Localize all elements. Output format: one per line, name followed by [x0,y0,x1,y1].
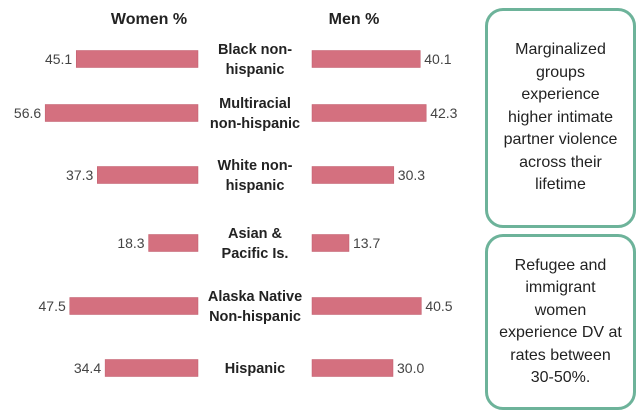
category-label-line: non-hispanic [210,116,300,132]
note-line: across their [519,153,602,171]
category-label-line: White non- [218,158,293,174]
women-bar-1 [44,104,199,122]
men-value-label: 42.3 [430,105,457,121]
women-value-label: 37.3 [66,167,93,183]
note-line: Refugee and [514,256,607,274]
men-bar-2 [311,166,395,184]
refugee-immigrant-note: Refugee and immigrant women experience DV a… [485,234,636,410]
category-label: White non-hispanic [218,158,293,194]
category-label-line: Non-hispanic [209,309,301,325]
men-value-label: 40.5 [425,298,452,314]
women-bar-2 [97,166,199,184]
category-label: Alaska Native Non-hispanic [208,289,302,325]
note-text: Refugee and immigrant women experience DV a… [499,255,622,390]
women-value-label: 34.4 [74,360,101,376]
men-value-label: 13.7 [353,235,380,251]
women-bar-5 [104,359,199,377]
note-line: 30-50%. [530,369,591,386]
category-label-line: hispanic [226,62,285,78]
men-value-label: 40.1 [424,51,451,67]
women-bar-3 [148,234,199,252]
marginalized-groups-note: Marginalized groups experience higher intim… [485,8,636,228]
category-label: Asian & Pacific Is. [222,226,289,262]
category-label-line: Pacific Is. [222,246,289,262]
women-value-label: 18.3 [117,235,144,251]
category-label-line: Multiracial [219,96,291,112]
category-label-line: Alaska Native [208,289,302,305]
women-bar-0 [75,50,199,68]
note-line: experience [521,86,600,104]
note-line: experience DV at [499,324,622,341]
note-line: partner violence [503,131,618,149]
category-label-line: Hispanic [225,361,285,377]
men-bar-4 [311,297,422,315]
category-label-line: Black non- [218,42,292,58]
category-label: Multiracial non-hispanic [210,96,300,132]
category-label: Hispanic [225,361,285,377]
women-value-label: 47.5 [39,298,66,314]
men-header: Men % [329,11,380,28]
note-line: rates between [510,346,611,364]
men-value-label: 30.3 [398,167,425,183]
note-line: immigrant [525,279,596,296]
women-value-label: 45.1 [45,51,72,67]
men-bar-5 [311,359,394,377]
men-value-label: 30.0 [397,360,424,376]
note-line: lifetime [535,176,586,194]
men-bar-0 [311,50,421,68]
note-line: women [534,301,587,319]
note-text: Marginalized groups experience higher intim… [504,39,618,197]
men-bar-1 [311,104,427,122]
women-header: Women % [111,11,187,28]
category-label-line: Asian & [228,226,283,242]
category-label-line: hispanic [226,178,285,194]
women-bar-4 [69,297,199,315]
note-line: higher intimate [508,108,613,126]
note-line: Marginalized [515,41,606,59]
women-value-label: 56.6 [14,105,41,121]
note-line: groups [536,63,585,81]
men-bar-3 [311,234,350,252]
category-label: Black non-hispanic [218,42,292,78]
